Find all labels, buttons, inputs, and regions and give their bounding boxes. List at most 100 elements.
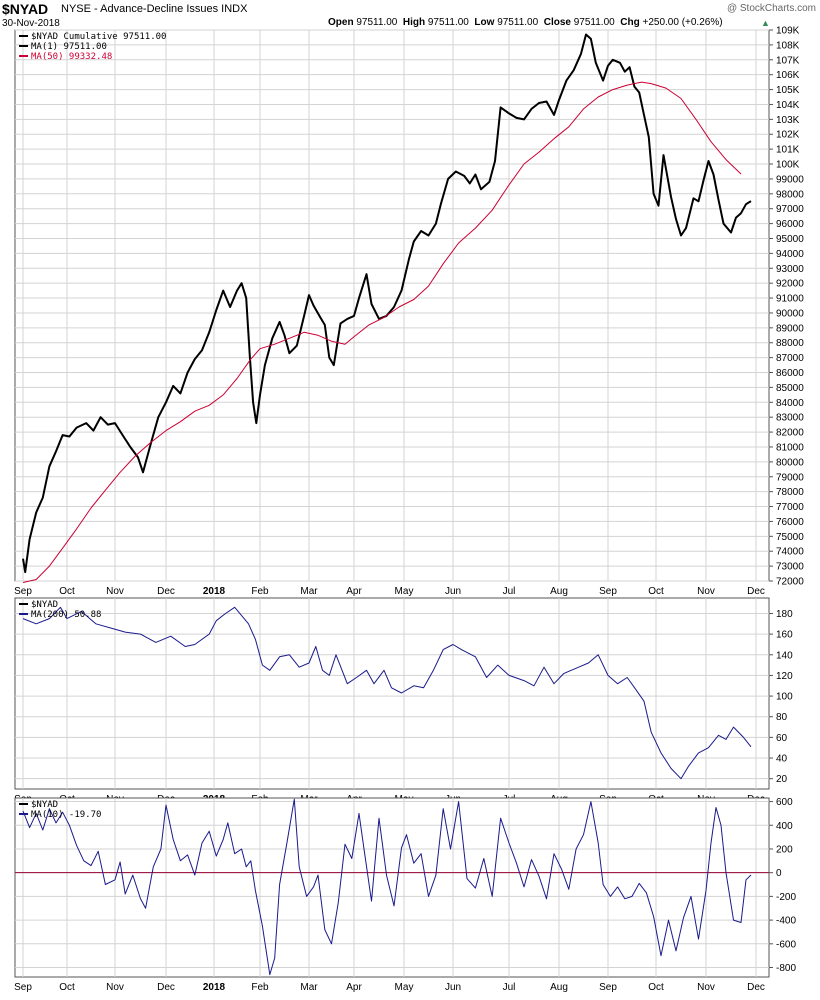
- x-tick-label: 2018: [203, 982, 226, 993]
- legend-label: MA(200) 50.88: [31, 610, 101, 620]
- x-tick-label: Apr: [346, 982, 362, 993]
- y-tick-label: 40: [776, 754, 788, 765]
- x-tick-label: Nov: [106, 982, 124, 993]
- y-tick-label: 100K: [776, 160, 800, 171]
- legend-label: MA(10) -19.70: [31, 810, 101, 820]
- high-label: High: [402, 17, 426, 28]
- open-label: Open: [328, 17, 354, 28]
- y-tick-label: 78000: [776, 487, 804, 498]
- x-tick-label: Feb: [251, 586, 269, 597]
- x-tick-label: May: [395, 982, 414, 993]
- x-tick-label: Aug: [550, 982, 568, 993]
- series-line-0: [22, 33, 752, 574]
- y-tick-label: 400: [776, 821, 793, 832]
- low-value: 97511.00: [497, 17, 539, 28]
- chart-date: 30-Nov-2018: [2, 18, 60, 29]
- plot-frame: [14, 797, 770, 978]
- x-tick-label: Oct: [648, 982, 664, 993]
- legend-label: MA(1) 97511.00: [31, 42, 107, 52]
- x-tick-label: Oct: [648, 586, 664, 597]
- chg-label: Chg: [620, 17, 640, 28]
- quote-summary: Open 97511.00 High 97511.00 Low 97511.00…: [328, 17, 723, 28]
- y-tick-label: 600: [776, 797, 793, 808]
- open-value: 97511.00: [356, 17, 398, 28]
- x-tick-label: Aug: [550, 586, 568, 597]
- y-tick-label: 92000: [776, 279, 804, 290]
- y-tick-label: 120: [776, 671, 793, 682]
- y-tick-label: 73000: [776, 562, 804, 573]
- x-tick-label: Jul: [503, 982, 516, 993]
- close-value: 97511.00: [573, 17, 615, 28]
- price-panel: 72000 73000 74000 75000 76000 77000 78000 79000…: [14, 26, 804, 598]
- y-tick-label: 90000: [776, 308, 804, 319]
- legend-label: MA(50) 99332.48: [31, 52, 112, 62]
- legend-label: $NYAD Cumulative 97511.00: [31, 32, 166, 42]
- series-line-1: [22, 81, 742, 583]
- y-tick-label: 88000: [776, 338, 804, 349]
- y-tick-label: 76000: [776, 517, 804, 528]
- y-tick-label: 93000: [776, 264, 804, 275]
- y-tick-label: 140: [776, 650, 793, 661]
- y-tick-label: 100: [776, 692, 793, 703]
- y-tick-label: -400: [776, 916, 796, 927]
- x-tick-label: Dec: [747, 586, 765, 597]
- y-tick-label: 79000: [776, 472, 804, 483]
- x-tick-label: Sep: [14, 982, 32, 993]
- y-tick-label: 60: [776, 733, 788, 744]
- series-line-0: [22, 606, 752, 780]
- y-tick-label: 102K: [776, 130, 800, 141]
- y-tick-label: 96000: [776, 219, 804, 230]
- chg-value: +250.00 (+0.26%): [642, 17, 723, 28]
- x-tick-label: Oct: [59, 982, 75, 993]
- y-tick-label: 74000: [776, 547, 804, 558]
- y-tick-label: 109K: [776, 26, 800, 37]
- legend-label: $NYAD: [31, 600, 58, 610]
- y-tick-label: 80000: [776, 457, 804, 468]
- y-tick-label: 97000: [776, 204, 804, 215]
- y-tick-label: 20: [776, 774, 788, 785]
- y-tick-label: 180: [776, 609, 793, 620]
- x-tick-label: May: [395, 586, 414, 597]
- plot-frame: [14, 29, 770, 582]
- y-tick-label: 75000: [776, 532, 804, 543]
- plot-frame: [14, 597, 770, 790]
- y-tick-label: 101K: [776, 145, 800, 156]
- x-tick-label: Nov: [697, 982, 715, 993]
- y-tick-label: 108K: [776, 40, 800, 51]
- y-tick-label: 104K: [776, 100, 800, 111]
- x-tick-label: Oct: [59, 586, 75, 597]
- y-tick-label: 94000: [776, 249, 804, 260]
- y-tick-label: 89000: [776, 323, 804, 334]
- y-tick-label: 95000: [776, 234, 804, 245]
- series-line-0: [22, 798, 752, 976]
- y-tick-label: 98000: [776, 189, 804, 200]
- y-tick-label: -800: [776, 963, 796, 974]
- x-tick-label: 2018: [203, 586, 226, 597]
- x-tick-label: Sep: [599, 982, 617, 993]
- symbol-title: $NYAD: [2, 1, 49, 17]
- y-tick-label: 82000: [776, 428, 804, 439]
- y-tick-label: 103K: [776, 115, 800, 126]
- x-tick-label: Jun: [445, 586, 461, 597]
- y-tick-label: 91000: [776, 294, 804, 305]
- y-tick-label: 80: [776, 712, 788, 723]
- y-tick-label: 0: [776, 868, 782, 879]
- x-tick-label: Mar: [300, 982, 318, 993]
- close-label: Close: [543, 17, 571, 28]
- x-tick-label: Dec: [157, 982, 175, 993]
- y-tick-label: -600: [776, 939, 796, 950]
- x-tick-label: Feb: [251, 982, 269, 993]
- y-tick-label: -200: [776, 892, 796, 903]
- legend-label: $NYAD: [31, 800, 58, 810]
- x-tick-label: Mar: [300, 586, 318, 597]
- y-tick-label: 107K: [776, 55, 800, 66]
- x-tick-label: Sep: [14, 586, 32, 597]
- y-tick-label: 105K: [776, 85, 800, 96]
- x-tick-label: Sep: [599, 586, 617, 597]
- y-tick-label: 83000: [776, 413, 804, 424]
- y-tick-label: 160: [776, 630, 793, 641]
- x-tick-label: Dec: [747, 982, 765, 993]
